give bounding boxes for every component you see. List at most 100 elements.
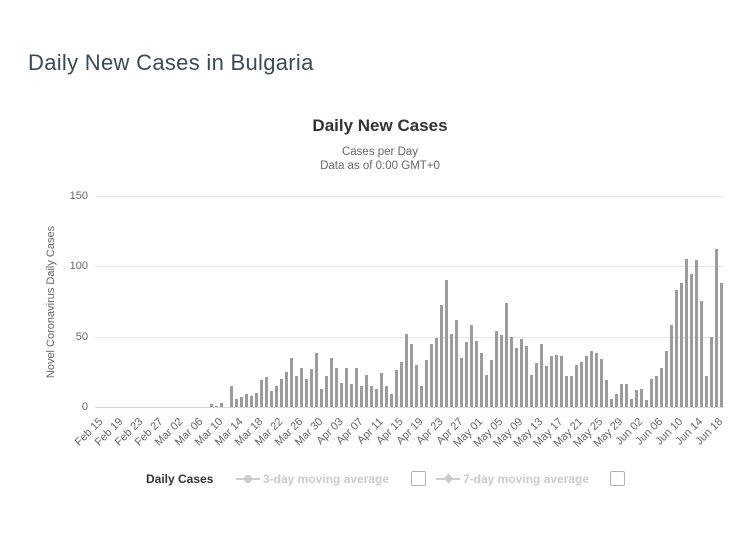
bar[interactable] — [454, 319, 458, 407]
bar[interactable] — [679, 282, 683, 407]
bar[interactable] — [264, 377, 268, 407]
bar[interactable] — [404, 333, 408, 407]
bar[interactable] — [294, 375, 298, 407]
bar[interactable] — [389, 394, 393, 407]
legend-marker-3day-circle-icon[interactable] — [244, 474, 252, 483]
bar[interactable] — [314, 353, 318, 407]
bar[interactable] — [379, 373, 383, 407]
checkbox-7day-moving-average[interactable] — [610, 471, 625, 486]
bar[interactable] — [434, 337, 438, 407]
bar[interactable] — [569, 375, 573, 407]
bar[interactable] — [714, 249, 718, 407]
bar[interactable] — [279, 378, 283, 407]
bar[interactable] — [574, 364, 578, 407]
bar[interactable] — [509, 336, 513, 407]
bar[interactable] — [549, 356, 553, 407]
bar[interactable] — [544, 366, 548, 407]
bar[interactable] — [499, 335, 503, 407]
bar[interactable] — [284, 371, 288, 407]
legend-item-3day-moving-average[interactable]: 3-day moving average — [263, 472, 390, 486]
bar[interactable] — [239, 397, 243, 407]
bar[interactable] — [299, 367, 303, 407]
bar[interactable] — [709, 336, 713, 407]
bar[interactable] — [409, 343, 413, 407]
bar[interactable] — [319, 388, 323, 407]
bar[interactable] — [419, 385, 423, 407]
bar[interactable] — [349, 384, 353, 407]
bar[interactable] — [269, 391, 273, 407]
bar[interactable] — [529, 374, 533, 407]
bar[interactable] — [644, 399, 648, 407]
bar[interactable] — [494, 330, 498, 407]
bar[interactable] — [449, 333, 453, 407]
bar[interactable] — [474, 340, 478, 407]
bar[interactable] — [669, 325, 673, 407]
bar[interactable] — [354, 367, 358, 407]
bar[interactable] — [619, 384, 623, 407]
bar[interactable] — [329, 357, 333, 407]
bar[interactable] — [369, 385, 373, 407]
bar[interactable] — [629, 398, 633, 407]
bar[interactable] — [339, 383, 343, 407]
bar[interactable] — [514, 347, 518, 407]
bar[interactable] — [209, 404, 213, 407]
bar[interactable] — [464, 342, 468, 407]
checkbox-3day-moving-average[interactable] — [411, 471, 426, 486]
bar[interactable] — [439, 305, 443, 407]
bar[interactable] — [229, 385, 233, 407]
bar[interactable] — [524, 346, 528, 407]
bar[interactable] — [684, 258, 688, 407]
bar[interactable] — [424, 360, 428, 407]
bar[interactable] — [259, 380, 263, 407]
bar[interactable] — [394, 370, 398, 407]
bar[interactable] — [694, 260, 698, 407]
bar[interactable] — [649, 378, 653, 407]
bar[interactable] — [384, 385, 388, 407]
bar[interactable] — [609, 398, 613, 407]
bar[interactable] — [584, 356, 588, 407]
bar[interactable] — [459, 357, 463, 407]
bar[interactable] — [624, 384, 628, 407]
legend-marker-7day-diamond-icon[interactable] — [443, 473, 453, 484]
bar[interactable] — [519, 339, 523, 407]
bar[interactable] — [244, 394, 248, 407]
bar[interactable] — [654, 375, 658, 407]
bar[interactable] — [359, 385, 363, 407]
bar[interactable] — [594, 353, 598, 407]
bar[interactable] — [214, 405, 218, 407]
bar[interactable] — [704, 375, 708, 407]
bar[interactable] — [274, 385, 278, 407]
bar[interactable] — [559, 356, 563, 407]
bar[interactable] — [614, 394, 618, 407]
bar[interactable] — [674, 289, 678, 407]
bar[interactable] — [309, 368, 313, 407]
bar[interactable] — [579, 361, 583, 407]
bar[interactable] — [469, 325, 473, 407]
bar[interactable] — [699, 301, 703, 407]
bar[interactable] — [504, 302, 508, 407]
bar[interactable] — [554, 354, 558, 407]
legend-item-daily-cases[interactable]: Daily Cases — [146, 472, 214, 486]
bar[interactable] — [534, 363, 538, 407]
bar[interactable] — [289, 357, 293, 407]
legend-item-7day-moving-average[interactable]: 7-day moving average — [463, 472, 590, 486]
bar[interactable] — [564, 375, 568, 407]
bar[interactable] — [304, 378, 308, 407]
bar[interactable] — [219, 402, 223, 407]
bar[interactable] — [664, 350, 668, 407]
bar[interactable] — [599, 359, 603, 407]
bar[interactable] — [719, 282, 723, 407]
bar[interactable] — [639, 388, 643, 407]
bar[interactable] — [414, 364, 418, 407]
bar[interactable] — [429, 343, 433, 407]
bar[interactable] — [479, 353, 483, 407]
bar[interactable] — [254, 392, 258, 407]
bar[interactable] — [324, 375, 328, 407]
bar[interactable] — [589, 350, 593, 407]
bar[interactable] — [399, 361, 403, 407]
bar[interactable] — [234, 398, 238, 407]
bar[interactable] — [689, 274, 693, 407]
bar[interactable] — [444, 280, 448, 407]
legend-marker-daily-cases[interactable] — [123, 473, 134, 484]
bar[interactable] — [659, 367, 663, 407]
